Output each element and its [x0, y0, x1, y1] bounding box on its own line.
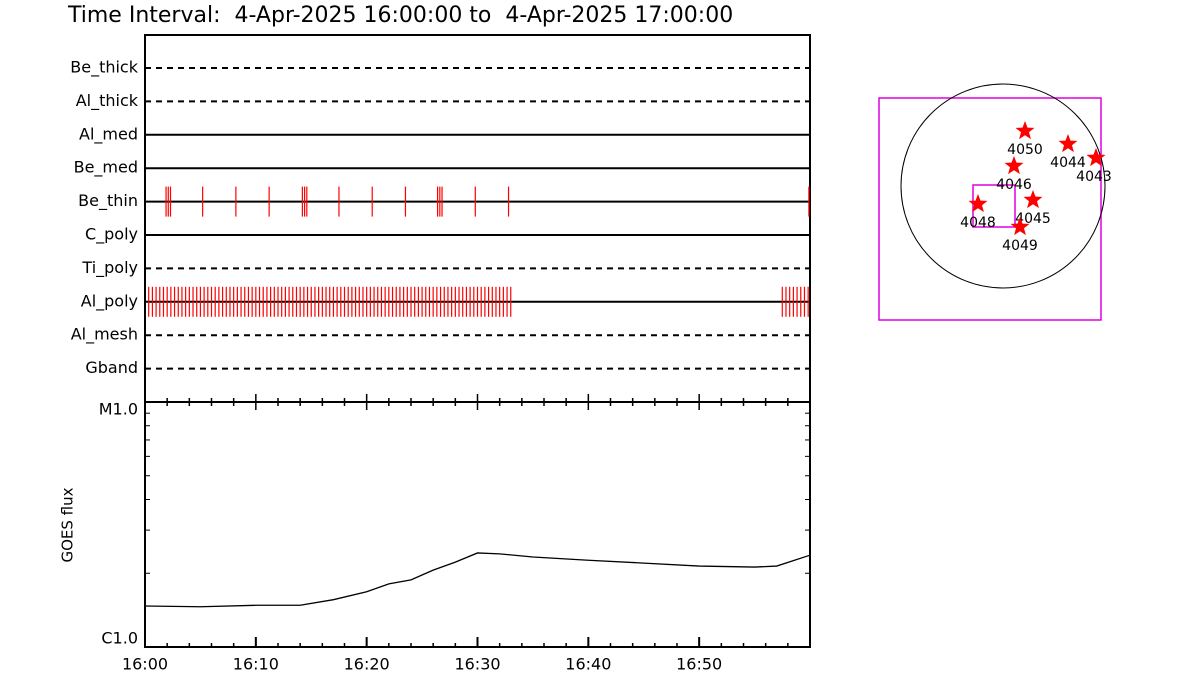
- fov-box: [878, 97, 1102, 321]
- region-label: 4045: [1015, 211, 1051, 227]
- y-tick-label: M1.0: [99, 400, 138, 419]
- filter-label: Al_med: [79, 124, 138, 144]
- filter-label: Al_thick: [76, 91, 139, 111]
- region-label: 4043: [1076, 169, 1112, 185]
- region-label: 4044: [1050, 155, 1086, 171]
- solar-limb: [900, 83, 1106, 289]
- region-label: 4050: [1007, 142, 1043, 158]
- region-star: [1058, 134, 1078, 153]
- filter-label: Ti_poly: [81, 258, 138, 278]
- x-tick-label: 16:00: [122, 655, 168, 674]
- goes-flux-line: [144, 552, 811, 608]
- region-star: [1015, 121, 1035, 140]
- region-star: [1023, 190, 1043, 209]
- filter-label: Al_poly: [81, 291, 138, 311]
- y-tick-label: C1.0: [101, 629, 138, 648]
- filter-label: Be_med: [74, 158, 138, 178]
- sun-map: [878, 83, 1106, 321]
- xrt-fov: [972, 184, 1016, 228]
- x-tick-label: 16:10: [233, 655, 279, 674]
- filter-label: Al_mesh: [71, 325, 138, 345]
- region-star: [1086, 148, 1106, 167]
- region-star: [968, 194, 988, 213]
- panel-frame: [144, 401, 811, 648]
- region-label: 4046: [996, 177, 1032, 193]
- title: Time Interval: 4-Apr-2025 16:00:00 to 4-…: [67, 3, 733, 28]
- x-tick-label: 16:20: [344, 655, 390, 674]
- region-star: [1010, 217, 1030, 236]
- filter-label: C_poly: [85, 225, 138, 245]
- x-tick-label: 16:50: [676, 655, 722, 674]
- y-axis-label: GOES flux: [59, 487, 77, 562]
- x-tick-label: 16:40: [565, 655, 611, 674]
- region-label: 4049: [1002, 238, 1038, 254]
- region-label: 4048: [960, 215, 996, 231]
- filter-label: Gband: [85, 358, 138, 377]
- filter-label: Be_thick: [70, 58, 138, 78]
- filter-label: Be_thin: [78, 191, 138, 211]
- x-tick-label: 16:30: [454, 655, 500, 674]
- region-star: [1004, 156, 1024, 175]
- panel-frame: [144, 34, 811, 403]
